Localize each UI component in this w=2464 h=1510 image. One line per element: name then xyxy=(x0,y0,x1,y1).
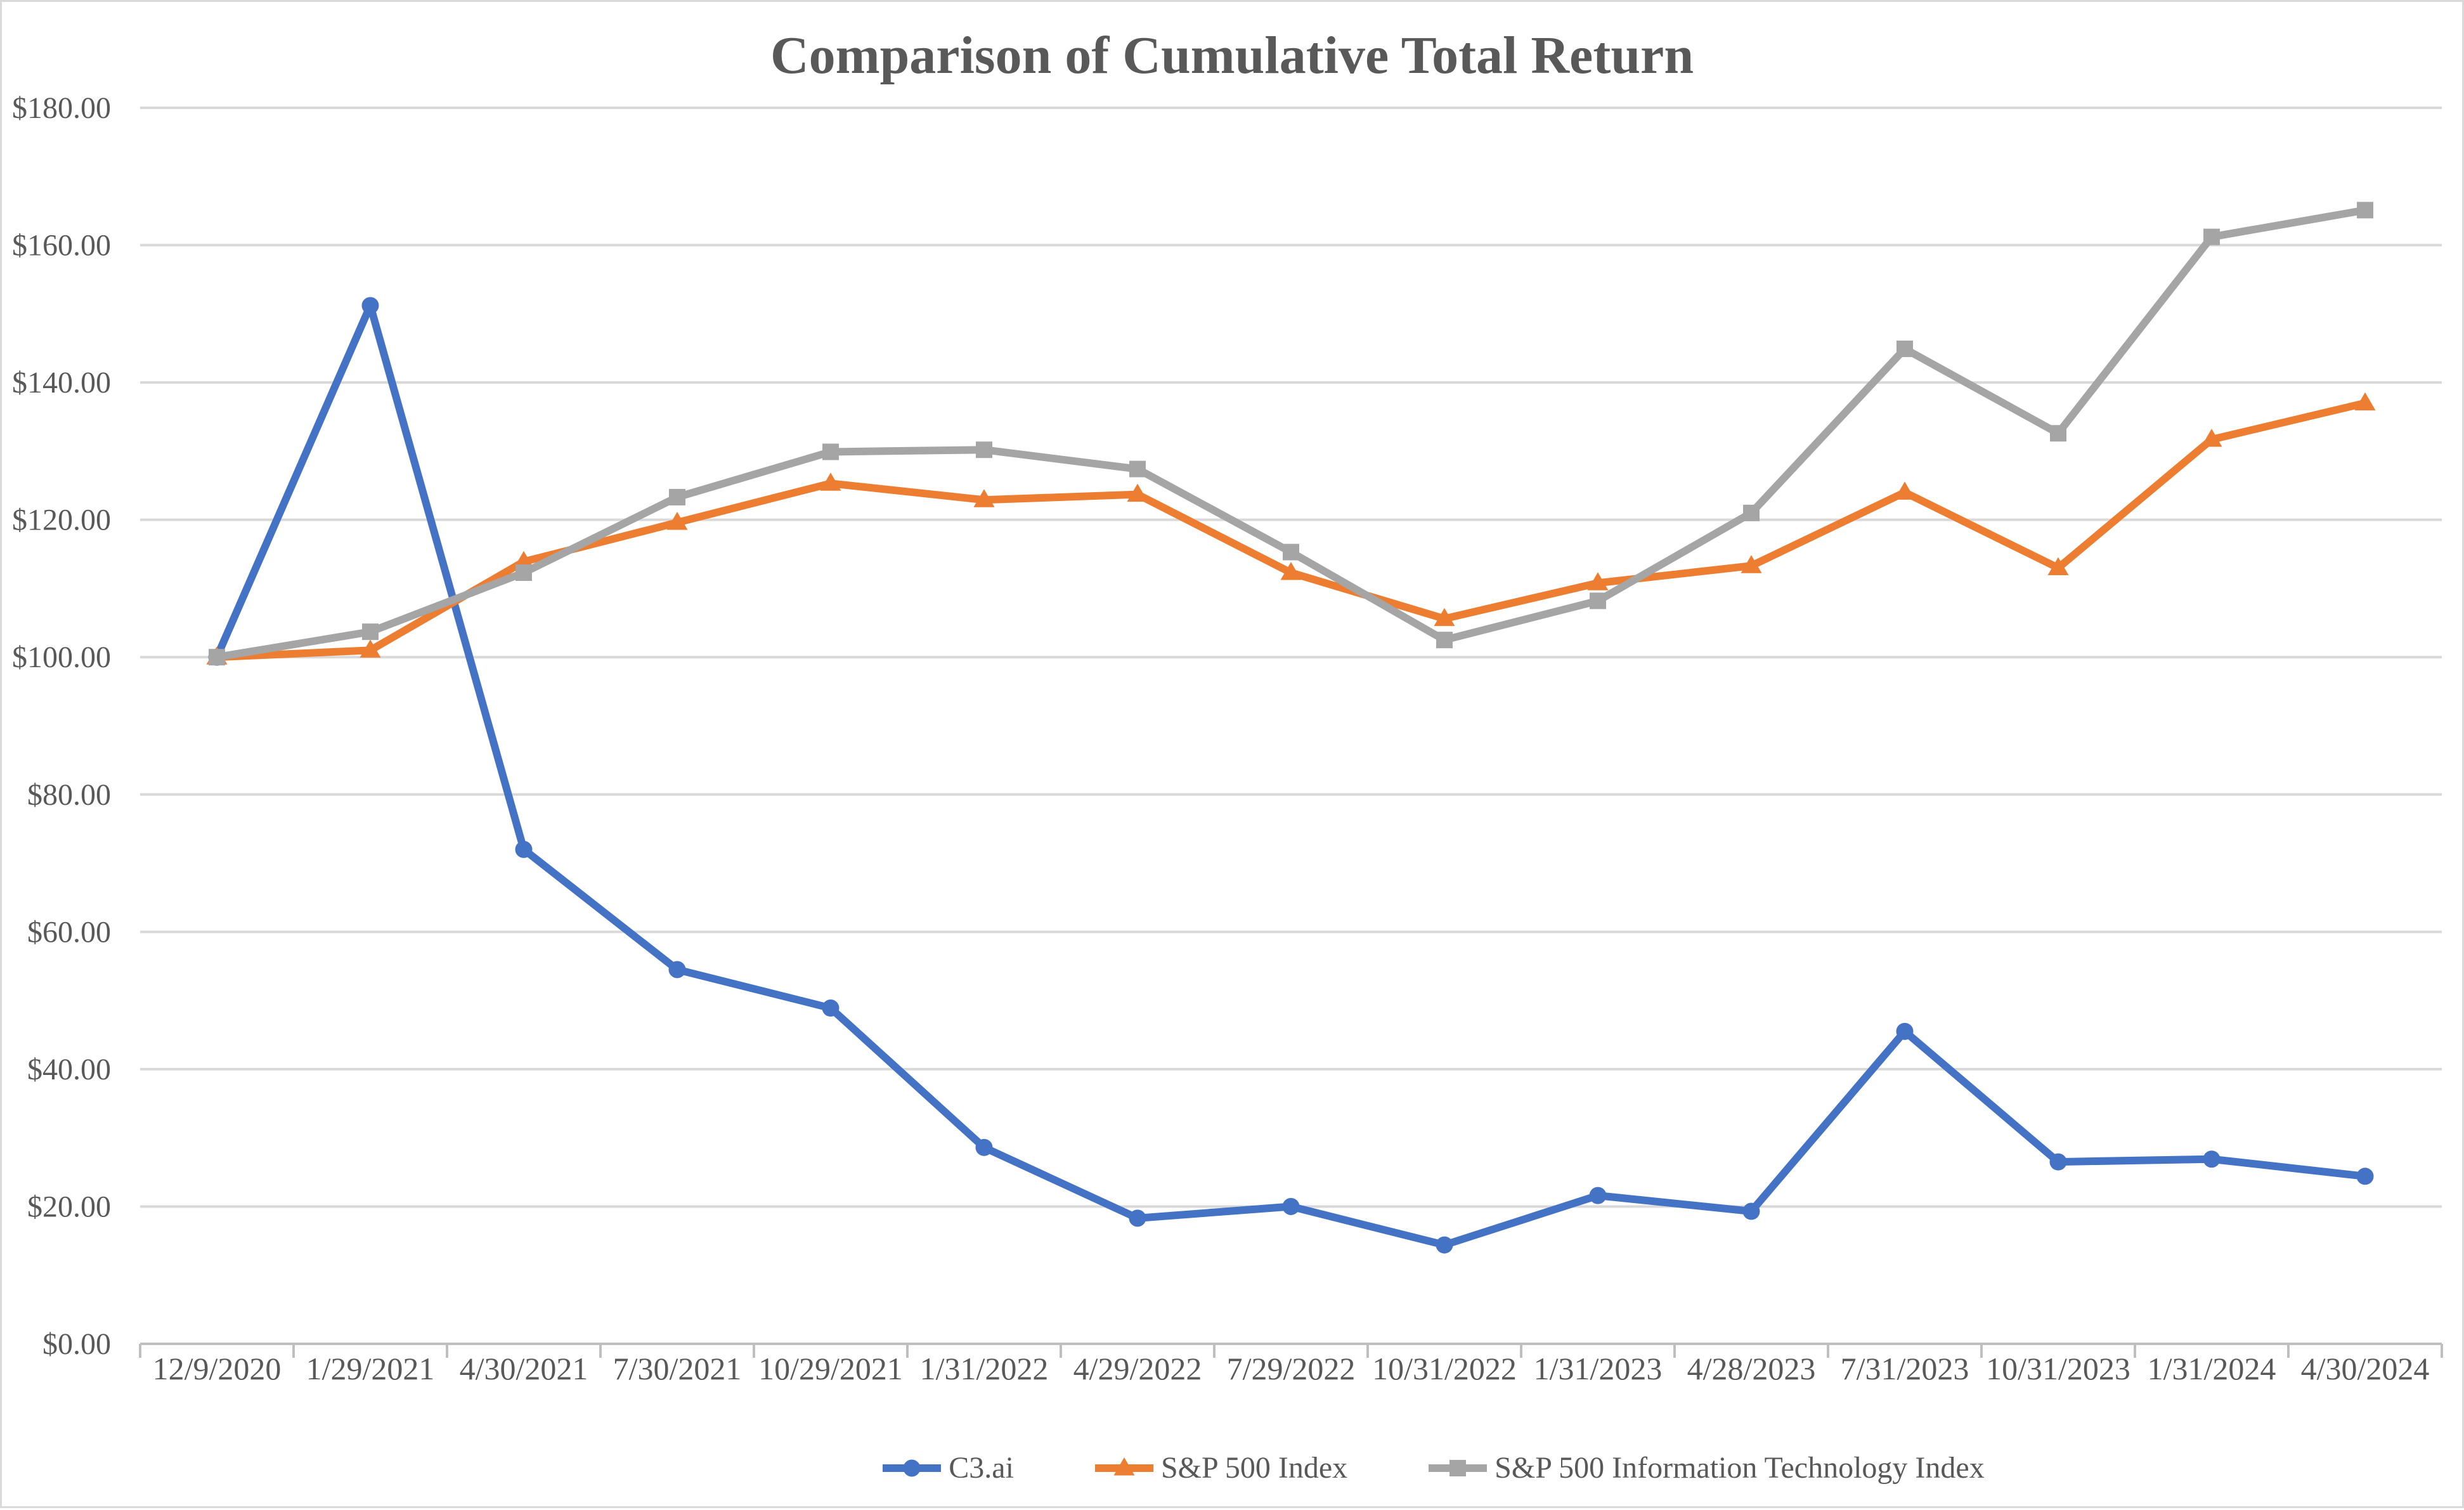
triangle-marker xyxy=(1741,555,1762,573)
chart-title: Comparison of Cumulative Total Return xyxy=(770,26,1694,85)
x-axis-tick-label: 7/29/2022 xyxy=(1227,1351,1356,1386)
legend-circle-marker xyxy=(903,1459,921,1477)
y-axis-tick-label: $60.00 xyxy=(27,915,111,949)
x-axis-tick-label: 1/29/2021 xyxy=(306,1351,435,1386)
square-marker xyxy=(2357,202,2373,219)
y-axis-tick-label: $140.00 xyxy=(12,366,111,400)
triangle-marker xyxy=(1434,608,1455,627)
legend-item-sp500: S&P 500 Index xyxy=(1094,1453,1347,1483)
y-axis-tick-label: $120.00 xyxy=(12,504,111,537)
circle-marker xyxy=(2049,1153,2067,1171)
circle-marker xyxy=(2203,1150,2221,1168)
square-marker xyxy=(2203,228,2220,245)
circle-marker xyxy=(822,999,840,1017)
square-marker xyxy=(1283,543,1299,561)
y-axis-tick-label: $80.00 xyxy=(27,778,111,812)
circle-marker xyxy=(1436,1236,1453,1254)
circle-marker xyxy=(975,1138,993,1156)
triangle-marker xyxy=(666,511,688,530)
circle-marker xyxy=(1742,1202,1760,1220)
square-marker xyxy=(1897,341,1913,358)
x-axis-tick-label: 7/31/2023 xyxy=(1841,1351,1969,1386)
triangle-marker xyxy=(360,639,381,658)
circle-marker xyxy=(1589,1187,1607,1204)
square-marker xyxy=(976,441,992,459)
x-axis-ticks xyxy=(139,1344,2443,1358)
square-marker xyxy=(515,564,532,582)
square-marker xyxy=(1436,632,1453,649)
triangle-marker xyxy=(2354,392,2376,411)
square-marker xyxy=(1743,504,1760,521)
triangle-marker xyxy=(973,489,995,507)
triangle-marker xyxy=(1280,562,1302,580)
x-axis-tick-label: 12/9/2020 xyxy=(153,1351,282,1386)
sp500-it-line-marker-icon xyxy=(1429,1460,1488,1476)
y-axis-labels: $0.00 $20.00 $40.00 $60.00 $80.00 $100.00 $120… xyxy=(12,91,111,1361)
x-axis-tick-label: 10/31/2023 xyxy=(1986,1351,2130,1386)
legend-triangle-marker xyxy=(1113,1457,1135,1476)
y-axis-tick-label: $40.00 xyxy=(27,1053,111,1086)
triangle-marker xyxy=(1587,572,1609,590)
legend-item-c3ai: C3.ai xyxy=(881,1453,1014,1483)
legend-square-marker xyxy=(1449,1460,1467,1476)
series-layer xyxy=(206,202,2376,1254)
x-axis-tick-label: 1/31/2023 xyxy=(1534,1351,1663,1386)
x-axis-tick-label: 1/31/2024 xyxy=(2148,1351,2276,1386)
x-axis-tick-label: 10/29/2021 xyxy=(758,1351,903,1386)
square-marker xyxy=(362,623,379,641)
series-line xyxy=(213,399,2369,661)
square-marker xyxy=(2050,425,2066,442)
legend: C3.ai S&P 500 Index S&P 500 Information … xyxy=(203,1453,2464,1483)
series-sp500-it xyxy=(209,202,2373,666)
circle-marker xyxy=(515,840,533,858)
x-axis-tick-label: 1/31/2022 xyxy=(920,1351,1049,1386)
square-marker xyxy=(1129,460,1146,478)
circle-marker xyxy=(2356,1168,2374,1185)
x-axis-tick-label: 4/29/2022 xyxy=(1073,1351,1202,1386)
triangle-marker xyxy=(1894,481,1916,500)
circle-marker xyxy=(1129,1209,1146,1227)
x-axis-tick-label: 10/31/2022 xyxy=(1372,1351,1517,1386)
triangle-marker xyxy=(1127,483,1148,502)
triangle-marker xyxy=(820,472,841,491)
square-marker xyxy=(1590,592,1606,609)
x-axis-tick-label: 4/30/2024 xyxy=(2301,1351,2430,1386)
triangle-marker xyxy=(2047,557,2069,575)
y-axis-tick-label: $0.00 xyxy=(42,1327,111,1361)
y-axis-tick-label: $180.00 xyxy=(12,91,111,125)
square-marker xyxy=(822,443,839,460)
sp500-line-marker-icon xyxy=(1094,1457,1153,1476)
series-c3ai xyxy=(208,297,2374,1254)
square-marker xyxy=(669,488,685,505)
triangle-marker xyxy=(2201,428,2222,447)
x-axis-tick-label: 7/30/2021 xyxy=(613,1351,742,1386)
legend-label-c3ai: C3.ai xyxy=(949,1451,1014,1485)
legend-item-sp500-it: S&P 500 Information Technology Index xyxy=(1427,1453,1985,1483)
y-axis-tick-label: $100.00 xyxy=(12,641,111,674)
y-axis-tick-label: $160.00 xyxy=(12,229,111,263)
circle-marker xyxy=(1282,1197,1300,1215)
legend-label-sp500: S&P 500 Index xyxy=(1160,1451,1348,1485)
x-axis-labels: 12/9/2020 1/29/2021 4/30/2021 7/30/2021 10/2… xyxy=(153,1351,2430,1386)
series-line xyxy=(213,301,2369,1249)
x-axis-tick-label: 4/30/2021 xyxy=(460,1351,588,1386)
y-axis-tick-label: $20.00 xyxy=(27,1190,111,1223)
square-marker xyxy=(209,649,225,666)
legend-label-sp500-it: S&P 500 Information Technology Index xyxy=(1495,1451,1985,1485)
circle-marker xyxy=(361,297,379,315)
series-line xyxy=(213,206,2369,661)
c3ai-line-marker-icon xyxy=(883,1459,942,1477)
circle-marker xyxy=(1896,1022,1914,1040)
circle-marker xyxy=(668,961,686,979)
x-axis-tick-label: 4/28/2023 xyxy=(1687,1351,1816,1386)
